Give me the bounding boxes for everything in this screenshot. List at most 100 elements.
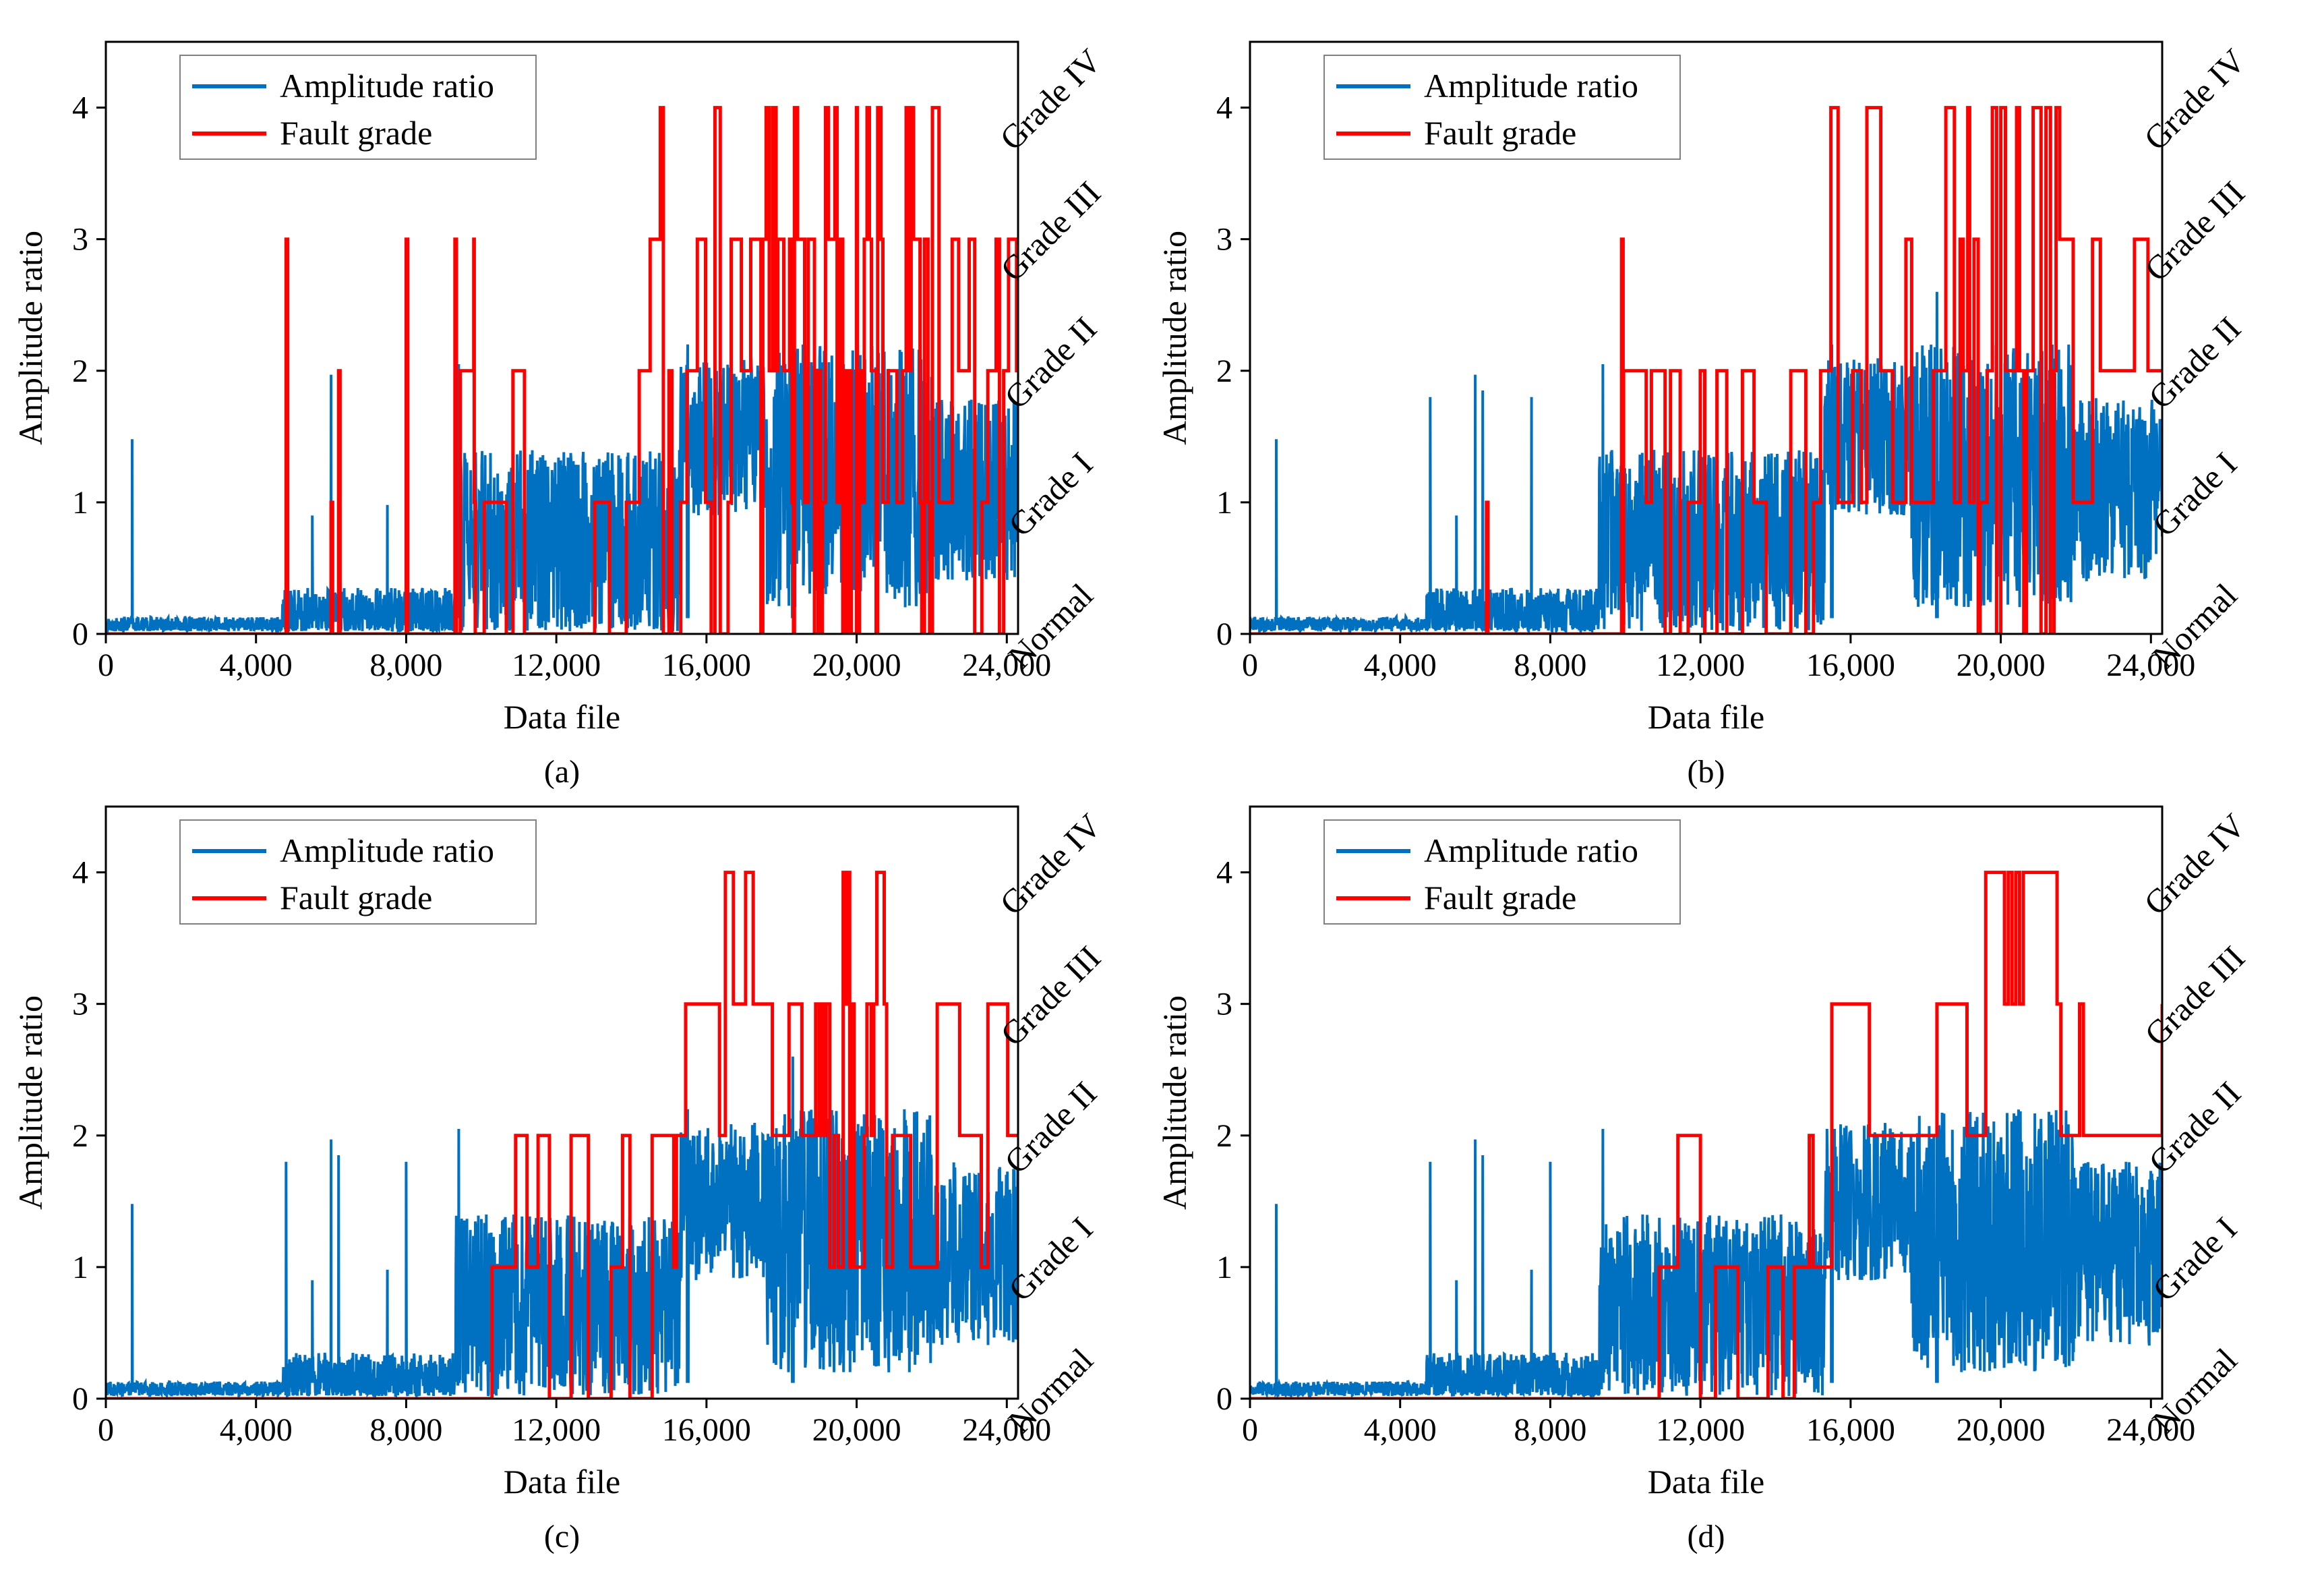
- grade-label: Grade II: [2141, 310, 2248, 416]
- y-tick-label: 4: [72, 855, 88, 891]
- x-tick-label: 24,000: [962, 647, 1051, 683]
- y-tick-label: 0: [72, 1381, 88, 1417]
- y-tick-label: 0: [72, 616, 88, 652]
- grade-label: Grade III: [993, 939, 1108, 1053]
- panel-caption: (b): [1688, 754, 1725, 790]
- y-tick-label: 1: [1216, 485, 1232, 521]
- x-tick-label: 20,000: [1957, 1412, 2046, 1448]
- grade-label: Grade III: [2137, 939, 2252, 1053]
- x-tick-label: 12,000: [512, 647, 601, 683]
- x-tick-label: 4,000: [220, 1412, 293, 1448]
- fault-grade-line: [1250, 871, 2162, 1399]
- x-tick-label: 0: [1242, 1412, 1258, 1448]
- grade-label: Grade IV: [2137, 41, 2253, 157]
- x-tick-label: 24,000: [962, 1412, 1051, 1448]
- chart-panel-a: 0 4,000 8,000 12,000 16,000 20,000 24,000 0 1 2 3 4…: [11, 40, 1108, 790]
- y-tick-label: 4: [1216, 90, 1232, 126]
- plot-frame: [1249, 805, 2164, 1400]
- x-tick-label: 0: [98, 647, 114, 683]
- legend: Amplitude ratio Fault grade: [179, 55, 537, 160]
- legend-amplitude-label: Amplitude ratio: [1424, 67, 1638, 105]
- y-tick-label: 2: [1216, 353, 1232, 389]
- x-axis-title: Data file: [1648, 698, 1765, 736]
- grade-label: Grade IV: [992, 806, 1108, 922]
- y-tick-label: 3: [1216, 987, 1232, 1022]
- x-tick-label: 8,000: [369, 647, 442, 683]
- legend: Amplitude ratio Fault grade: [179, 819, 537, 925]
- amplitude-ratio-line: [106, 291, 1018, 634]
- x-tick-label: 8,000: [369, 1412, 442, 1448]
- amplitude-ratio-line: [106, 1056, 1018, 1399]
- legend: Amplitude ratio Fault grade: [1323, 819, 1681, 925]
- grade-label: Grade II: [2141, 1074, 2248, 1181]
- panel-caption: (a): [544, 754, 580, 790]
- y-tick-label: 1: [1216, 1250, 1232, 1285]
- amplitude-ratio-line: [1250, 1043, 2162, 1399]
- grade-label: Grade II: [997, 310, 1104, 416]
- x-tick-label: 16,000: [662, 1412, 751, 1448]
- grade-label: Grade III: [2137, 174, 2252, 289]
- x-axis-title: Data file: [504, 1463, 621, 1500]
- x-tick-label: 16,000: [662, 647, 751, 683]
- y-tick-label: 0: [1216, 1381, 1232, 1417]
- y-tick-label: 3: [72, 222, 88, 258]
- y-tick-label: 4: [1216, 855, 1232, 891]
- y-axis-title: Amplitude ratio: [1156, 231, 1193, 445]
- legend-box: [1323, 55, 1681, 160]
- x-tick-label: 4,000: [1364, 1412, 1437, 1448]
- y-tick-label: 3: [72, 987, 88, 1022]
- y-axis-title: Amplitude ratio: [11, 995, 49, 1210]
- y-tick-label: 1: [72, 485, 88, 521]
- x-tick-label: 24,000: [2106, 1412, 2195, 1448]
- legend: Amplitude ratio Fault grade: [1323, 55, 1681, 160]
- x-tick-label: 12,000: [1656, 1412, 1745, 1448]
- y-axis-title: Amplitude ratio: [11, 231, 49, 445]
- y-tick-label: 0: [1216, 616, 1232, 652]
- y-tick-label: 2: [72, 353, 88, 389]
- x-tick-label: 4,000: [220, 647, 293, 683]
- fault-grade-line: [106, 871, 1018, 1399]
- legend-fault-label: Fault grade: [280, 879, 432, 916]
- legend-amplitude-label: Amplitude ratio: [1424, 832, 1638, 869]
- panel-caption: (c): [544, 1519, 580, 1554]
- legend-box: [179, 55, 537, 160]
- plot-frame: [105, 40, 1019, 635]
- legend-fault-label: Fault grade: [280, 114, 432, 152]
- x-tick-label: 20,000: [812, 1412, 901, 1448]
- x-tick-label: 0: [98, 1412, 114, 1448]
- y-tick-label: 4: [72, 90, 88, 126]
- fault-grade-line: [106, 106, 1018, 634]
- x-axis-title: Data file: [1648, 1463, 1765, 1500]
- chart-panel-c: 0 4,000 8,000 12,000 16,000 20,000 24,000 0 1 2 3 4…: [11, 805, 1108, 1554]
- grade-label: Grade IV: [2137, 806, 2253, 922]
- grade-label: Grade II: [997, 1074, 1104, 1181]
- x-tick-label: 0: [1242, 647, 1258, 683]
- y-tick-label: 2: [1216, 1118, 1232, 1154]
- panel-caption: (d): [1688, 1519, 1725, 1554]
- x-tick-label: 8,000: [1514, 1412, 1586, 1448]
- y-tick-label: 3: [1216, 222, 1232, 258]
- legend-box: [1323, 819, 1681, 925]
- x-tick-label: 12,000: [1656, 647, 1745, 683]
- legend-box: [179, 819, 537, 925]
- x-tick-label: 16,000: [1806, 647, 1895, 683]
- legend-fault-label: Fault grade: [1424, 879, 1576, 916]
- fault-grade-line: [1250, 106, 2162, 634]
- grade-label: Grade IV: [992, 41, 1108, 157]
- y-tick-label: 1: [72, 1250, 88, 1285]
- x-tick-label: 4,000: [1364, 647, 1437, 683]
- legend-amplitude-label: Amplitude ratio: [280, 832, 494, 869]
- plot-frame: [105, 805, 1019, 1400]
- legend-amplitude-label: Amplitude ratio: [280, 67, 494, 105]
- x-axis-title: Data file: [504, 698, 621, 736]
- x-tick-label: 16,000: [1806, 1412, 1895, 1448]
- plot-frame: [1249, 40, 2164, 635]
- grade-label: Grade III: [993, 174, 1108, 289]
- y-tick-label: 2: [72, 1118, 88, 1154]
- legend-fault-label: Fault grade: [1424, 114, 1576, 152]
- x-tick-label: 12,000: [512, 1412, 601, 1448]
- y-axis-title: Amplitude ratio: [1156, 995, 1193, 1210]
- x-tick-label: 24,000: [2106, 647, 2195, 683]
- chart-panel-b: 0 4,000 8,000 12,000 16,000 20,000 24,000 0 1 2 3 4…: [1156, 40, 2253, 790]
- x-tick-label: 20,000: [1957, 647, 2046, 683]
